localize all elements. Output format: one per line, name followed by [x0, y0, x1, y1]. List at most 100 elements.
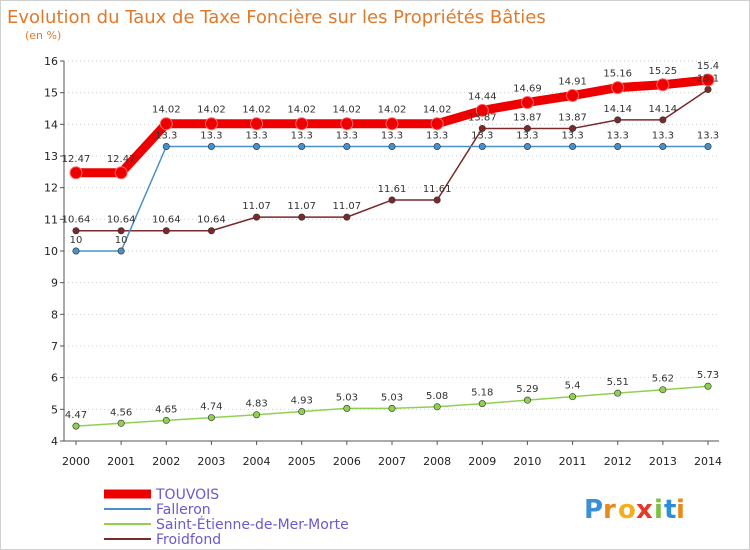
- data-label-froidfond: 11.07: [242, 201, 271, 212]
- data-label-touvois: 14.02: [152, 105, 181, 116]
- logo-letter: P: [584, 495, 603, 525]
- x-tick-label: 2010: [513, 455, 541, 468]
- data-point-froidfond: [72, 227, 80, 235]
- data-point-saint-etienne-de-mer-morte: [433, 403, 441, 411]
- data-label-froidfond: 11.07: [333, 201, 362, 212]
- legend-label: TOUVOIS: [155, 487, 219, 503]
- data-label-saint-etienne-de-mer-morte: 4.47: [65, 410, 87, 421]
- data-point-froidfond: [162, 227, 170, 235]
- logo-letter: t: [664, 495, 676, 525]
- data-point-touvois: [475, 103, 489, 117]
- data-point-falleron: [478, 143, 486, 151]
- y-tick-label: 16: [44, 55, 58, 68]
- data-point-touvois: [340, 117, 354, 131]
- y-tick-label: 15: [44, 87, 58, 100]
- data-point-froidfond: [253, 213, 261, 221]
- data-point-falleron: [253, 143, 261, 151]
- data-point-falleron: [704, 143, 712, 151]
- logo-letter: i: [654, 495, 663, 525]
- data-label-touvois: 14.02: [423, 105, 452, 116]
- data-point-froidfond: [659, 116, 667, 124]
- y-tick-label: 5: [51, 403, 58, 416]
- data-point-falleron: [117, 247, 125, 255]
- data-label-froidfond: 10.64: [152, 215, 181, 226]
- x-tick-label: 2000: [62, 455, 90, 468]
- data-point-saint-etienne-de-mer-morte: [117, 419, 125, 427]
- data-label-falleron: 13.3: [200, 131, 222, 142]
- data-label-saint-etienne-de-mer-morte: 5.08: [426, 391, 448, 402]
- data-label-touvois: 14.02: [287, 105, 316, 116]
- y-tick-label: 11: [44, 213, 58, 226]
- data-label-falleron: 10: [70, 235, 83, 246]
- data-label-touvois: 15.4: [697, 61, 719, 72]
- x-tick-label: 2008: [423, 455, 451, 468]
- data-point-falleron: [659, 143, 667, 151]
- data-label-saint-etienne-de-mer-morte: 4.74: [200, 402, 222, 413]
- data-label-froidfond: 10.64: [197, 215, 226, 226]
- x-tick-label: 2004: [243, 455, 271, 468]
- data-label-froidfond: 15.1: [697, 74, 719, 85]
- data-point-falleron: [569, 143, 577, 151]
- data-point-touvois: [69, 166, 83, 180]
- legend-label: Falleron: [156, 502, 211, 518]
- data-point-froidfond: [298, 213, 306, 221]
- data-point-froidfond: [569, 124, 577, 132]
- data-point-saint-etienne-de-mer-morte: [704, 382, 712, 390]
- data-point-falleron: [298, 143, 306, 151]
- data-point-falleron: [207, 143, 215, 151]
- data-label-touvois: 14.02: [378, 105, 407, 116]
- data-label-saint-etienne-de-mer-morte: 4.93: [291, 396, 313, 407]
- data-label-froidfond: 14.14: [603, 104, 632, 115]
- y-tick-label: 14: [44, 118, 58, 131]
- data-label-touvois: 14.69: [513, 83, 542, 94]
- data-label-froidfond: 11.61: [378, 184, 407, 195]
- data-label-falleron: 13.3: [155, 131, 177, 142]
- data-point-saint-etienne-de-mer-morte: [253, 411, 261, 419]
- data-point-touvois: [566, 89, 580, 103]
- y-axis-unit: (en %): [25, 29, 61, 42]
- y-tick-label: 4: [51, 435, 58, 448]
- data-label-froidfond: 13.87: [558, 112, 587, 123]
- x-tick-label: 2001: [107, 455, 135, 468]
- data-label-touvois: 12.47: [62, 154, 91, 165]
- y-tick-label: 8: [51, 308, 58, 321]
- y-tick-label: 7: [51, 340, 58, 353]
- data-label-touvois: 15.25: [649, 66, 678, 77]
- data-point-froidfond: [343, 213, 351, 221]
- y-tick-label: 6: [51, 372, 58, 385]
- data-point-touvois: [430, 117, 444, 131]
- data-point-falleron: [523, 143, 531, 151]
- data-label-saint-etienne-de-mer-morte: 5.03: [336, 392, 358, 403]
- data-point-saint-etienne-de-mer-morte: [298, 408, 306, 416]
- data-label-touvois: 15.16: [603, 69, 632, 80]
- data-label-touvois: 14.02: [242, 105, 271, 116]
- x-tick-label: 2012: [604, 455, 632, 468]
- data-point-touvois: [701, 73, 715, 87]
- data-label-saint-etienne-de-mer-morte: 5.29: [516, 384, 538, 395]
- data-label-falleron: 13.3: [516, 131, 538, 142]
- y-tick-label: 12: [44, 182, 58, 195]
- data-label-saint-etienne-de-mer-morte: 5.4: [565, 381, 581, 392]
- logo-letter: i: [676, 495, 685, 525]
- legend-label: Froidfond: [156, 532, 221, 548]
- x-tick-label: 2002: [152, 455, 180, 468]
- data-point-froidfond: [523, 124, 531, 132]
- data-point-saint-etienne-de-mer-morte: [569, 393, 577, 401]
- x-tick-label: 2006: [333, 455, 361, 468]
- data-label-froidfond: 11.07: [287, 201, 316, 212]
- x-tick-label: 2011: [559, 455, 587, 468]
- data-label-saint-etienne-de-mer-morte: 5.18: [471, 388, 493, 399]
- data-label-saint-etienne-de-mer-morte: 5.73: [697, 370, 719, 381]
- logo-letter: x: [636, 495, 653, 525]
- data-label-froidfond: 13.87: [468, 112, 497, 123]
- data-point-touvois: [114, 166, 128, 180]
- data-point-saint-etienne-de-mer-morte: [614, 389, 622, 397]
- data-point-touvois: [656, 78, 670, 92]
- data-label-saint-etienne-de-mer-morte: 5.62: [652, 374, 674, 385]
- data-point-touvois: [295, 117, 309, 131]
- data-label-falleron: 13.3: [426, 131, 448, 142]
- data-label-falleron: 10: [115, 235, 128, 246]
- data-label-froidfond: 10.64: [107, 215, 136, 226]
